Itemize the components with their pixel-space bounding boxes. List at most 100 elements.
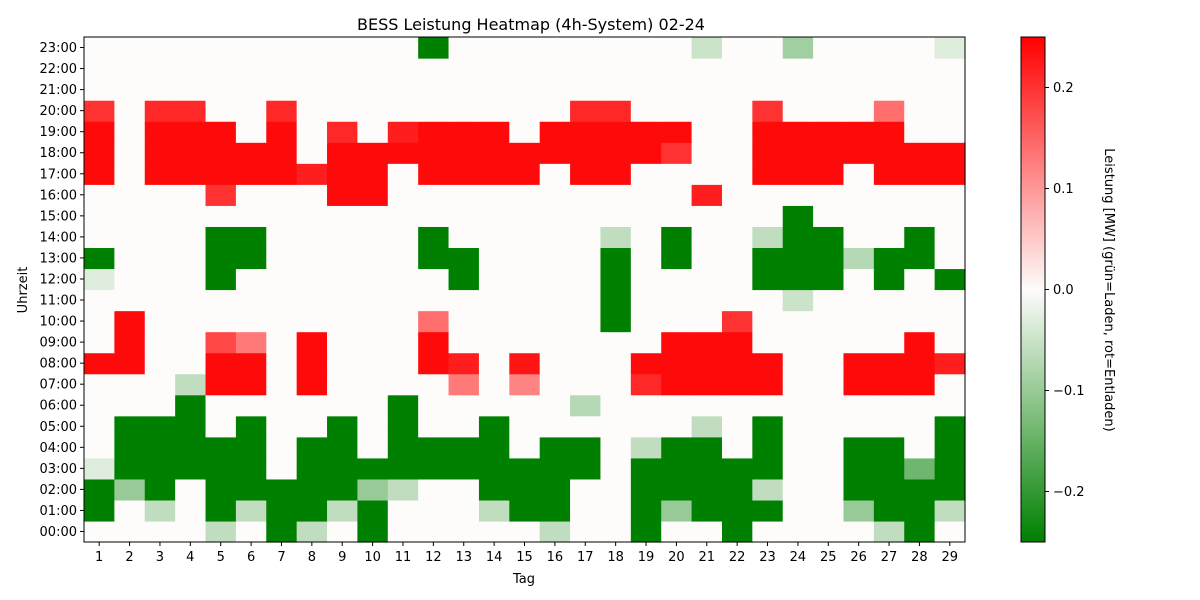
heatmap-cell: [357, 268, 389, 291]
heatmap-cell: [873, 163, 905, 185]
heatmap-cell: [84, 205, 115, 227]
heatmap-cell: [904, 121, 936, 143]
x-tick-label: 3: [156, 550, 164, 565]
heatmap-cell: [539, 247, 571, 270]
heatmap-cell: [84, 142, 115, 164]
heatmap-cell: [266, 436, 298, 459]
heatmap-cell: [904, 226, 936, 249]
heatmap-cell: [934, 163, 966, 185]
heatmap-cell: [630, 373, 662, 396]
heatmap-cell: [418, 184, 450, 206]
heatmap-cell: [144, 499, 176, 522]
heatmap-cell: [813, 184, 845, 206]
heatmap-cell: [934, 415, 966, 438]
heatmap-cell: [357, 226, 389, 249]
heatmap-cell: [114, 394, 146, 417]
heatmap-cell: [357, 184, 389, 206]
heatmap-cell: [478, 289, 510, 312]
heatmap-cell: [600, 289, 632, 312]
heatmap-cell: [721, 184, 753, 206]
heatmap-cell: [296, 100, 328, 122]
heatmap-cell: [387, 478, 419, 501]
heatmap-cell: [387, 436, 419, 459]
heatmap-cell: [873, 520, 905, 543]
heatmap-cell: [84, 499, 115, 522]
heatmap-cell: [387, 499, 419, 522]
heatmap-cell: [418, 163, 450, 185]
heatmap-cell: [843, 205, 875, 227]
heatmap-cell: [84, 310, 115, 333]
heatmap-cell: [782, 79, 814, 101]
heatmap-cell: [661, 478, 693, 501]
heatmap-cell: [691, 142, 723, 164]
heatmap-cell: [357, 520, 389, 543]
heatmap-cell: [721, 478, 753, 501]
heatmap-cell: [782, 247, 814, 270]
heatmap-cell: [357, 415, 389, 438]
heatmap-cell: [570, 79, 602, 101]
heatmap-cell: [813, 163, 845, 185]
heatmap-cell: [84, 394, 115, 417]
heatmap-cell: [630, 499, 662, 522]
heatmap-cell: [873, 226, 905, 249]
heatmap-cell: [387, 247, 419, 270]
heatmap-cell: [296, 184, 328, 206]
heatmap-cell: [175, 415, 207, 438]
heatmap-cell: [418, 373, 450, 396]
heatmap-cell: [327, 478, 359, 501]
heatmap-cell: [752, 373, 784, 396]
heatmap-cell: [114, 79, 146, 101]
heatmap-cell: [296, 163, 328, 185]
heatmap-cell: [721, 331, 753, 354]
heatmap-cell: [661, 415, 693, 438]
heatmap-cell: [843, 247, 875, 270]
heatmap-cell: [600, 58, 632, 80]
heatmap-cell: [478, 310, 510, 333]
heatmap-cell: [661, 205, 693, 227]
heatmap-cell: [752, 394, 784, 417]
heatmap-cell: [296, 37, 328, 59]
heatmap-cell: [509, 373, 541, 396]
heatmap-cell: [387, 520, 419, 543]
heatmap-cell: [296, 415, 328, 438]
heatmap-cell: [84, 331, 115, 354]
heatmap-cell: [205, 100, 237, 122]
heatmap-cell: [418, 478, 450, 501]
heatmap-cell: [478, 415, 510, 438]
heatmap-cell: [600, 457, 632, 480]
heatmap-cell: [175, 142, 207, 164]
heatmap-cell: [843, 184, 875, 206]
heatmap-cell: [600, 415, 632, 438]
heatmap-cell: [570, 268, 602, 291]
heatmap-cell: [478, 268, 510, 291]
heatmap-cell: [357, 163, 389, 185]
heatmap-cell: [327, 436, 359, 459]
heatmap-cell: [205, 457, 237, 480]
heatmap-cell: [235, 121, 267, 143]
heatmap-cell: [509, 37, 541, 59]
heatmap-cell: [114, 184, 146, 206]
heatmap-cell: [813, 226, 845, 249]
heatmap-cell: [387, 331, 419, 354]
heatmap-cell: [509, 457, 541, 480]
heatmap-cell: [843, 457, 875, 480]
heatmap-cell: [448, 37, 480, 59]
heatmap-cell: [600, 520, 632, 543]
heatmap-cell: [144, 268, 176, 291]
heatmap-cell: [387, 373, 419, 396]
heatmap-cell: [904, 310, 936, 333]
heatmap-cell: [235, 163, 267, 185]
heatmap-cell: [600, 37, 632, 59]
heatmap-cell: [144, 478, 176, 501]
y-tick-label: 14:00: [40, 230, 77, 245]
heatmap-cell: [752, 247, 784, 270]
heatmap-cell: [357, 373, 389, 396]
y-tick-label: 16:00: [40, 188, 77, 203]
heatmap-cell: [296, 331, 328, 354]
heatmap-cell: [235, 331, 267, 354]
heatmap-cell: [296, 226, 328, 249]
heatmap-cell: [904, 520, 936, 543]
heatmap-cell: [661, 37, 693, 59]
heatmap-cell: [630, 352, 662, 375]
heatmap-cell: [570, 289, 602, 312]
